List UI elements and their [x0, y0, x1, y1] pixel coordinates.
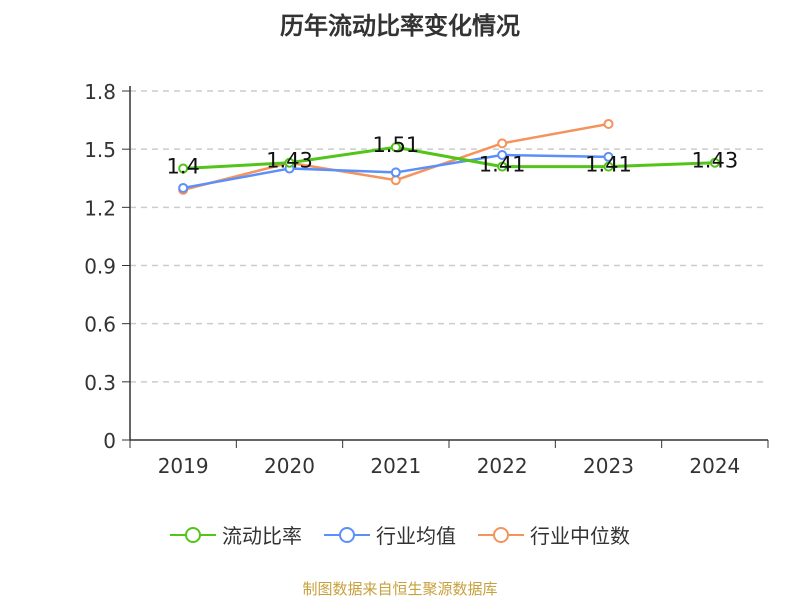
x-tick-label: 2019: [158, 454, 209, 478]
data-label: 1.4: [166, 155, 199, 179]
data-label: 1.43: [266, 149, 313, 173]
legend-label: 流动比率: [222, 524, 302, 548]
data-label: 1.51: [372, 133, 419, 157]
data-point: [497, 138, 508, 149]
data-label: 1.43: [691, 149, 738, 173]
x-tick-label: 2024: [689, 454, 740, 478]
legend-label: 行业中位数: [530, 524, 630, 548]
data-point: [709, 157, 720, 168]
series-line-0: [183, 145, 715, 171]
legend-line-icon: [478, 526, 524, 543]
y-tick-label: 0.3: [84, 371, 116, 395]
data-point: [390, 142, 401, 153]
y-tick-label: 0: [103, 429, 116, 453]
y-tick-label: 1.2: [84, 196, 116, 220]
y-tick-label: 0.9: [84, 255, 116, 279]
chart-title: 历年流动比率变化情况: [280, 12, 520, 40]
data-point: [178, 163, 189, 174]
data-point: [390, 167, 401, 178]
chart-legend: 流动比率 行业均值 行业中位数: [0, 520, 800, 549]
data-point: [178, 182, 189, 193]
legend-item-industry-mean[interactable]: 行业均值: [324, 520, 456, 549]
data-point: [603, 118, 614, 129]
legend-line-icon: [170, 526, 216, 543]
data-source-note: 制图数据来自恒生聚源数据库: [302, 580, 498, 598]
legend-item-industry-median[interactable]: 行业中位数: [478, 520, 630, 549]
data-point: [497, 161, 508, 172]
legend-label: 行业均值: [376, 524, 456, 548]
data-point: [603, 161, 614, 172]
y-tick-label: 1.8: [84, 80, 116, 104]
y-tick-label: 1.5: [84, 138, 116, 162]
data-label: 1.41: [585, 153, 632, 177]
legend-line-icon: [324, 526, 370, 543]
data-point: [284, 157, 295, 168]
data-point: [603, 151, 614, 162]
x-tick-label: 2023: [583, 454, 634, 478]
x-tick-label: 2021: [370, 454, 421, 478]
data-label: 1.41: [479, 153, 526, 177]
legend-item-current-ratio[interactable]: 流动比率: [170, 520, 302, 549]
x-tick-label: 2020: [264, 454, 315, 478]
x-tick-label: 2022: [477, 454, 528, 478]
y-tick-label: 0.6: [84, 313, 116, 337]
data-point: [497, 149, 508, 160]
